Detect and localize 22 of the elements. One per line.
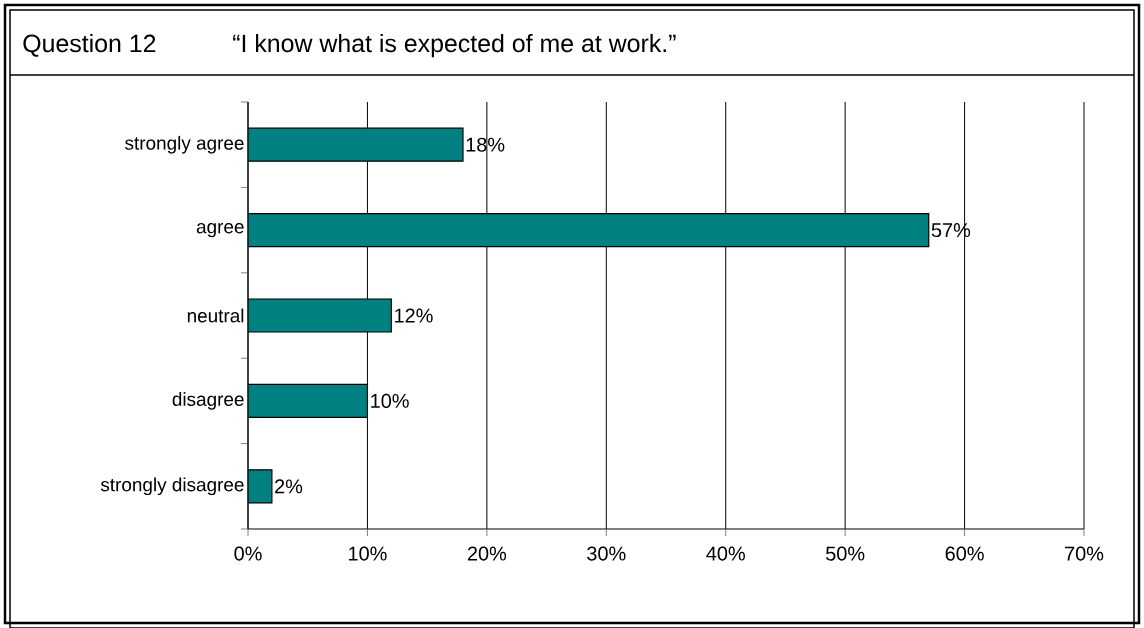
x-tick-label: 0%: [234, 546, 262, 561]
chart-title: Question 12: [23, 33, 156, 57]
x-tick-label: 20%: [467, 546, 507, 561]
bar: [248, 298, 392, 333]
x-tick-label: 30%: [587, 546, 626, 561]
x-tick-label: 40%: [706, 546, 745, 561]
y-tick-label: neutral: [187, 308, 244, 323]
data-label: 10%: [371, 393, 409, 408]
data-label: 2%: [275, 479, 303, 494]
bar: [248, 383, 369, 419]
bar: [248, 127, 464, 162]
x-tick-label: 50%: [826, 546, 865, 561]
y-tick-label: disagree: [172, 392, 244, 410]
y-tick-label: strongly agree: [125, 135, 244, 154]
x-tick-label: 70%: [1065, 546, 1104, 561]
x-tick-label: 10%: [349, 546, 387, 561]
bar: [248, 213, 930, 248]
x-tick-label: 60%: [945, 546, 984, 561]
y-tick-label: strongly disagree: [100, 477, 244, 496]
data-label: 12%: [395, 308, 433, 323]
chart-subtitle: “I know what is expected of me at work.”: [233, 33, 676, 58]
y-tick-label: agree: [196, 223, 244, 238]
